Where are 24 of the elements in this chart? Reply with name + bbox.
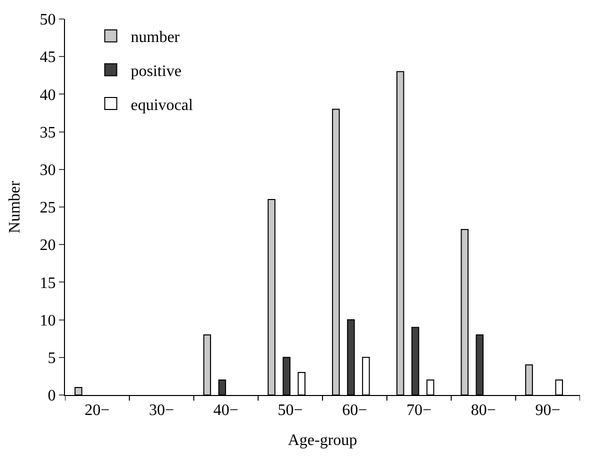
x-tick-label: 70− (406, 402, 432, 420)
legend-label: equivocal (130, 96, 194, 114)
y-tick-label: 15 (40, 274, 56, 292)
x-tick-label: 60− (342, 402, 368, 420)
y-tick-label: 45 (40, 49, 56, 66)
x-tick-label: 90− (535, 402, 560, 420)
y-tick-label: 5 (48, 350, 56, 367)
y-axis-title: Number (6, 180, 24, 234)
y-tick-label: 0 (48, 388, 56, 405)
x-tick-label: 30− (149, 402, 174, 420)
x-tick-label: 40− (213, 402, 238, 420)
y-tick-label: 10 (40, 312, 56, 330)
y-tick-label: 25 (40, 200, 56, 217)
y-tick-label: 30 (40, 162, 56, 179)
x-tick-label: 80− (470, 402, 496, 420)
x-tick-label: 50− (278, 402, 303, 420)
x-tick-label: 20− (84, 402, 110, 420)
y-tick-label: 35 (40, 124, 56, 142)
y-tick-label: 40 (40, 86, 56, 104)
y-tick-label: 20 (40, 237, 56, 254)
x-axis-title: Age-group (288, 432, 358, 449)
legend-label: number (130, 29, 180, 46)
legend-label: positive (130, 62, 182, 80)
y-tick-label: 50 (40, 12, 56, 29)
